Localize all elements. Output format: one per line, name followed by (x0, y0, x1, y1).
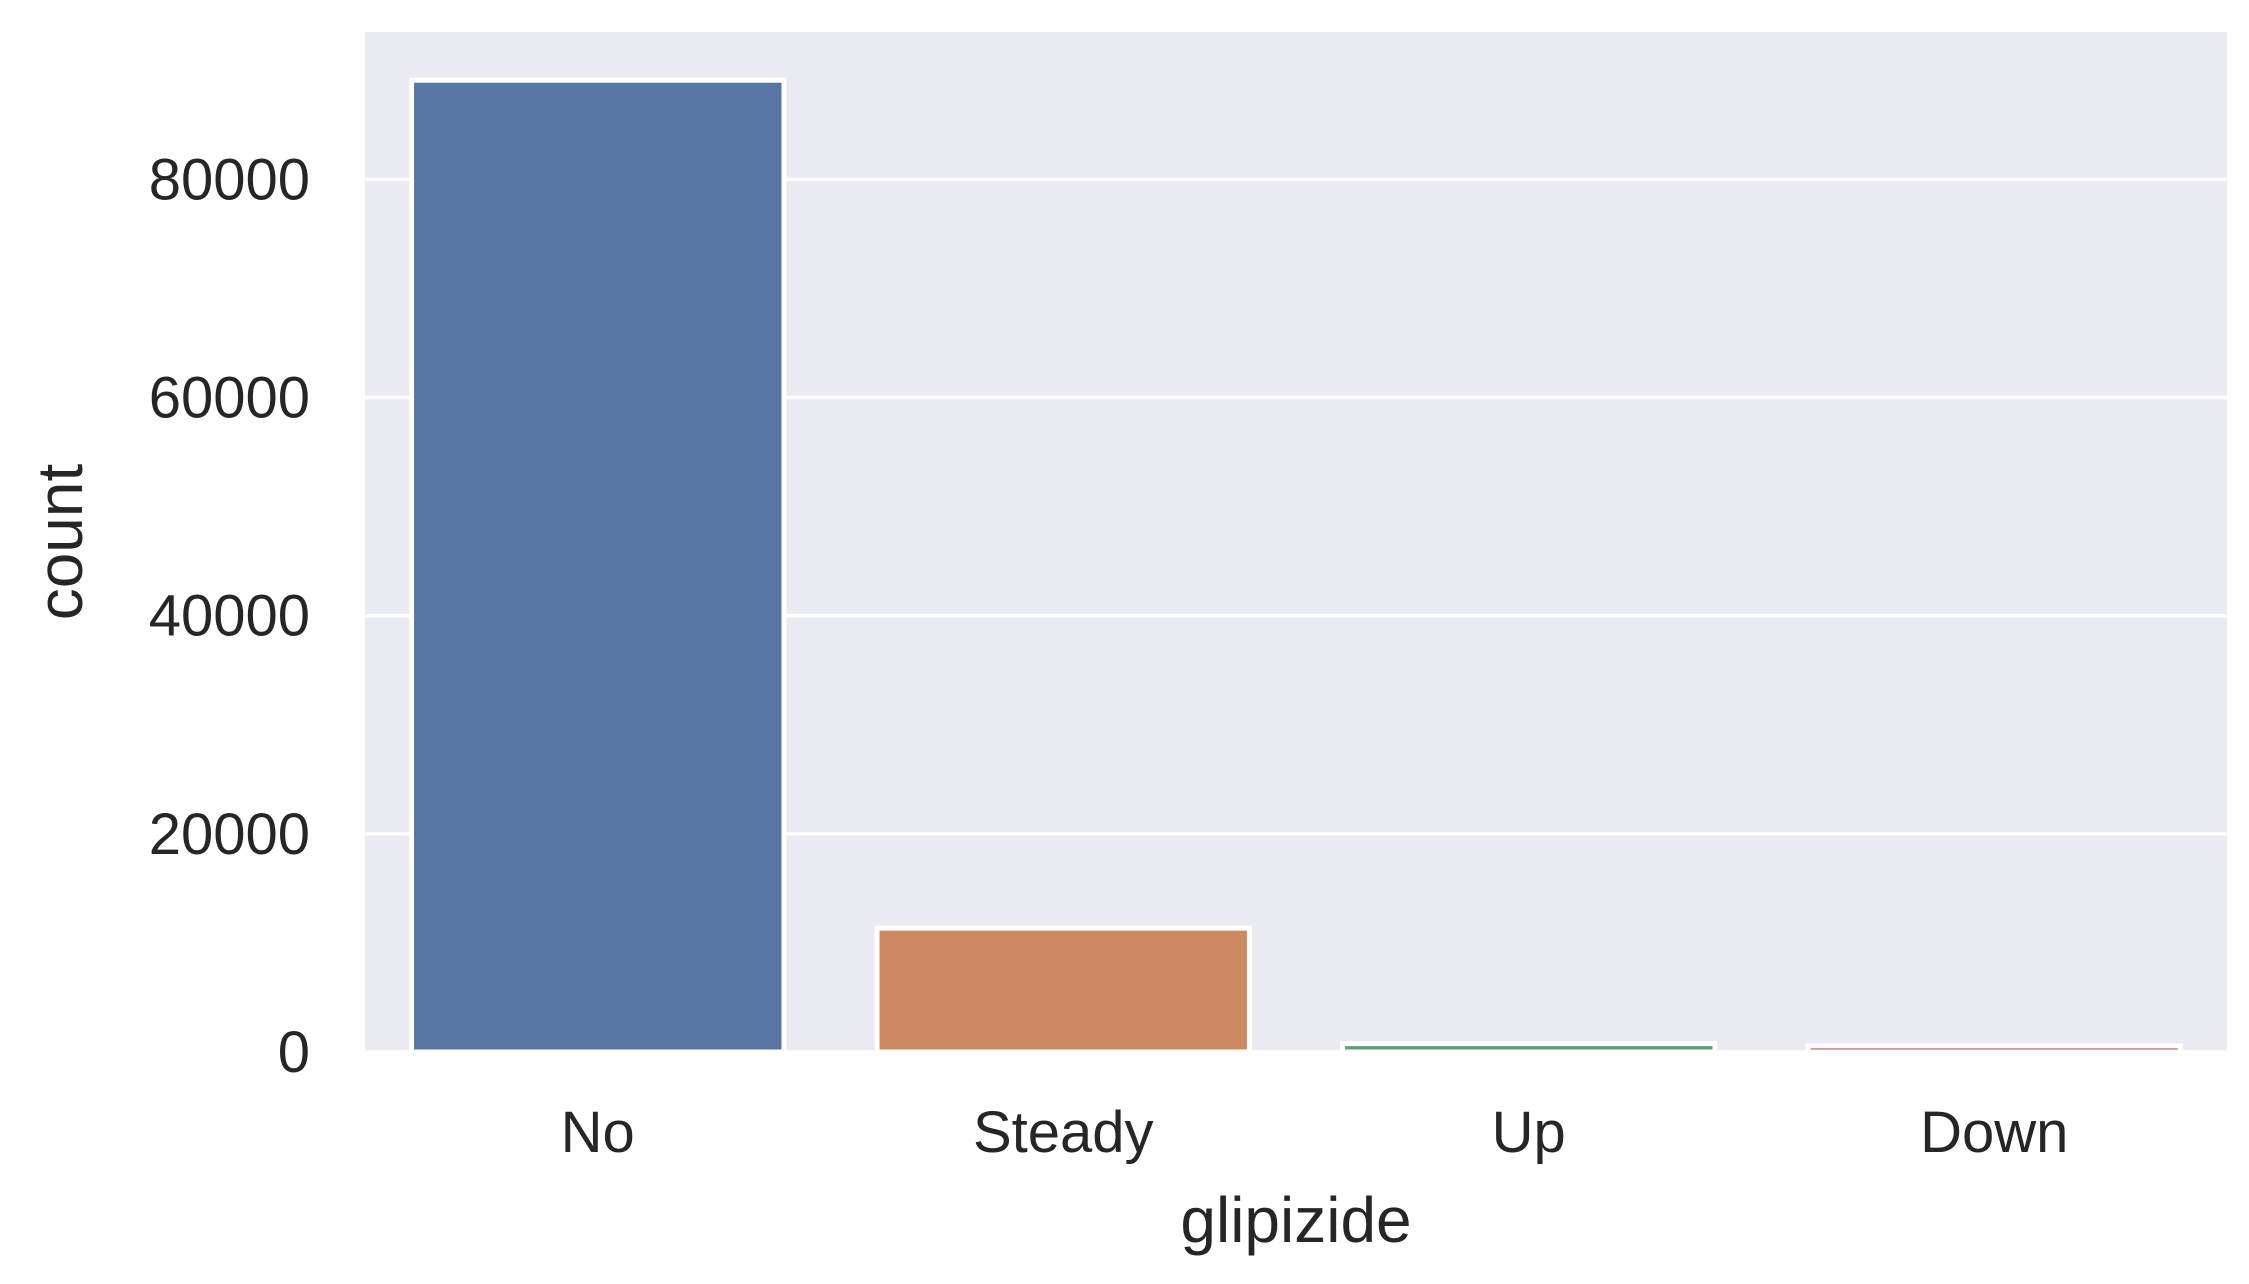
bar-down (1805, 1043, 2183, 1055)
x-axis-label: glipizide (1180, 1184, 1411, 1256)
y-tick-label: 80000 (149, 147, 310, 212)
x-tick-labels: No Steady Up Down (561, 1100, 2069, 1165)
x-tick-label: Steady (973, 1100, 1154, 1165)
bars (409, 77, 2183, 1055)
x-tick-label: Up (1492, 1100, 1566, 1165)
bar-up (1340, 1041, 1718, 1055)
y-tick-label: 0 (278, 1020, 310, 1085)
y-tick-label: 20000 (149, 802, 310, 867)
bar-no (409, 77, 787, 1055)
y-axis-label: count (24, 464, 96, 621)
y-tick-label: 40000 (149, 584, 310, 649)
bar-steady (874, 925, 1252, 1055)
x-tick-label: Down (1920, 1100, 2068, 1165)
y-tick-label: 60000 (149, 365, 310, 430)
y-tick-labels: 0 20000 40000 60000 80000 (149, 147, 310, 1085)
x-tick-label: No (561, 1100, 635, 1165)
